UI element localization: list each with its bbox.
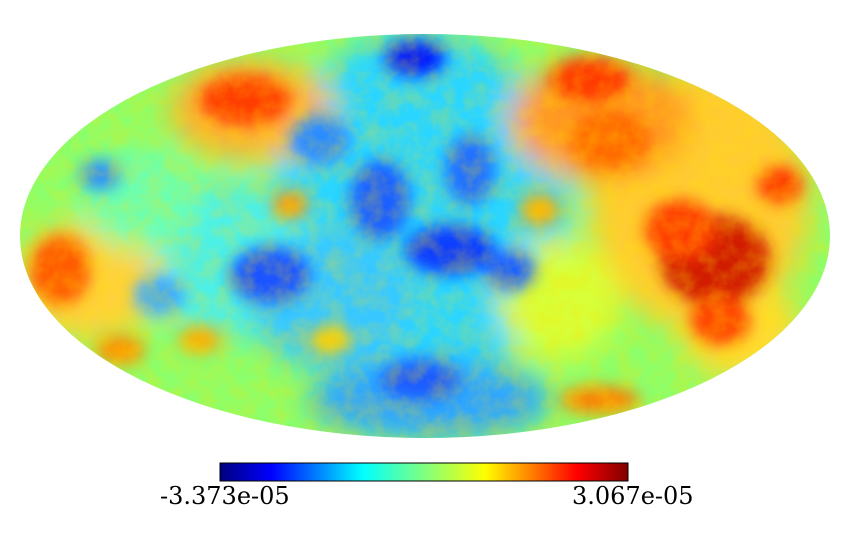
colorbar (219, 462, 629, 482)
colorbar-min-label: -3.373e-05 (160, 482, 290, 510)
colorbar-max-label: 3.067e-05 (572, 482, 694, 510)
